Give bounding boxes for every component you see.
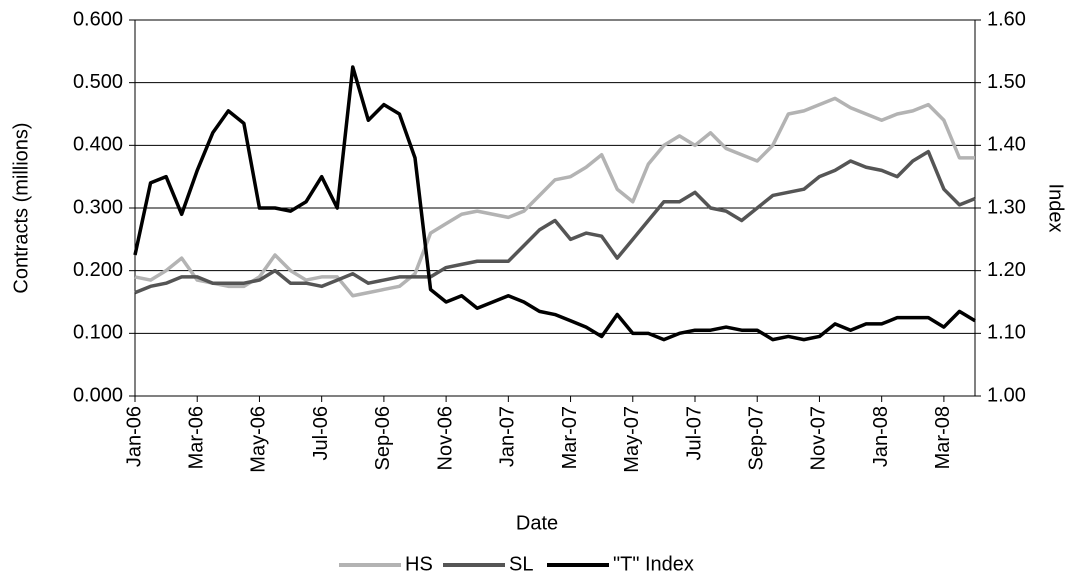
series-line [134, 149, 976, 295]
x-tick-label: Sep-07 [746, 406, 768, 471]
y-tick-label: 0.000 [73, 384, 123, 406]
x-tick-label: Sep-06 [372, 406, 394, 471]
legend-label: HS [405, 553, 433, 575]
x-tick-label: Jan-07 [497, 406, 519, 467]
legend-label: "T" Index [613, 553, 694, 575]
series-line [134, 96, 975, 298]
y-axis-title: Contracts (millions) [10, 122, 32, 293]
x-tick-label: Nov-07 [808, 406, 830, 470]
y-tick-label: 0.500 [73, 71, 123, 93]
y-tick-label: 0.100 [73, 322, 123, 344]
y2-tick-label: 1.60 [987, 8, 1026, 30]
y2-tick-label: 1.50 [987, 71, 1026, 93]
y-tick-label: 0.300 [73, 196, 123, 218]
y2-axis-title: Index [1045, 184, 1067, 233]
x-tick-label: Jan-08 [870, 406, 892, 467]
y2-tick-label: 1.00 [987, 384, 1026, 406]
x-tick-label: Mar-07 [559, 406, 581, 469]
x-tick-label: Jan-06 [123, 406, 145, 467]
x-axis-title: Date [516, 512, 558, 534]
x-tick-label: May-07 [621, 406, 643, 473]
y2-tick-label: 1.30 [987, 196, 1026, 218]
y-tick-label: 0.400 [73, 134, 123, 156]
y2-tick-label: 1.20 [987, 259, 1026, 281]
x-tick-label: Mar-08 [932, 406, 954, 469]
y2-tick-label: 1.10 [987, 322, 1026, 344]
x-tick-label: Mar-06 [186, 406, 208, 469]
series-line [133, 65, 976, 342]
x-tick-label: Nov-06 [434, 406, 456, 470]
x-tick-label: Jul-07 [683, 406, 705, 460]
y-tick-label: 0.600 [73, 8, 123, 30]
legend-label: SL [509, 553, 533, 575]
y2-tick-label: 1.40 [987, 134, 1026, 156]
y-tick-label: 0.200 [73, 259, 123, 281]
x-tick-label: Jul-06 [310, 406, 332, 460]
x-tick-label: May-06 [248, 406, 270, 473]
